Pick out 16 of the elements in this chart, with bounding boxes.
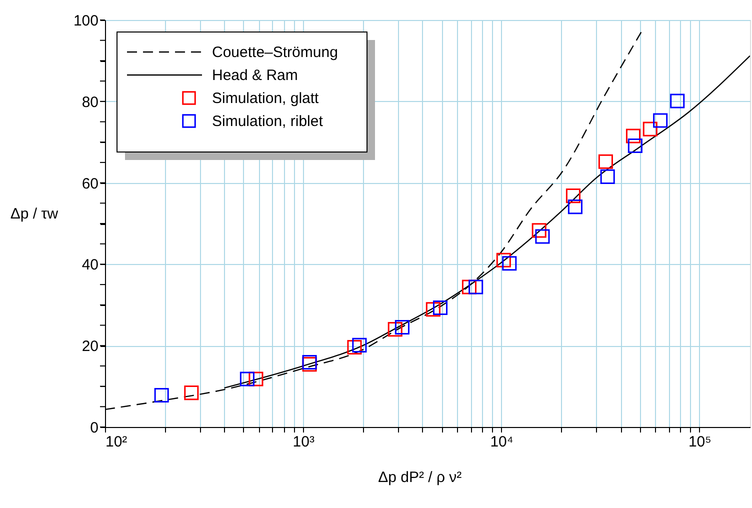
x-axis-title: Δp dP² / ρ ν² (378, 469, 462, 486)
y-tick-label: 60 (82, 175, 98, 192)
y-tick-label: 40 (82, 256, 98, 274)
y-tick-label: 100 (73, 12, 98, 30)
y-axis-title: Δp / τw (10, 206, 58, 222)
legend-label: Simulation, riblet (212, 113, 324, 130)
x-tick-label: 10³ (292, 434, 314, 450)
legend-label: Simulation, glatt (212, 90, 320, 107)
y-tick-label: 80 (82, 94, 98, 111)
x-tick-label: 10⁵ (688, 434, 712, 450)
legend-label: Couette–Strömung (212, 44, 338, 61)
x-tick-label: 10² (106, 434, 128, 450)
y-tick-label: 20 (82, 338, 98, 356)
y-tick-label: 0 (90, 420, 98, 436)
x-tick-label: 10⁴ (490, 434, 514, 450)
legend-label: Head & Ram (212, 67, 298, 84)
